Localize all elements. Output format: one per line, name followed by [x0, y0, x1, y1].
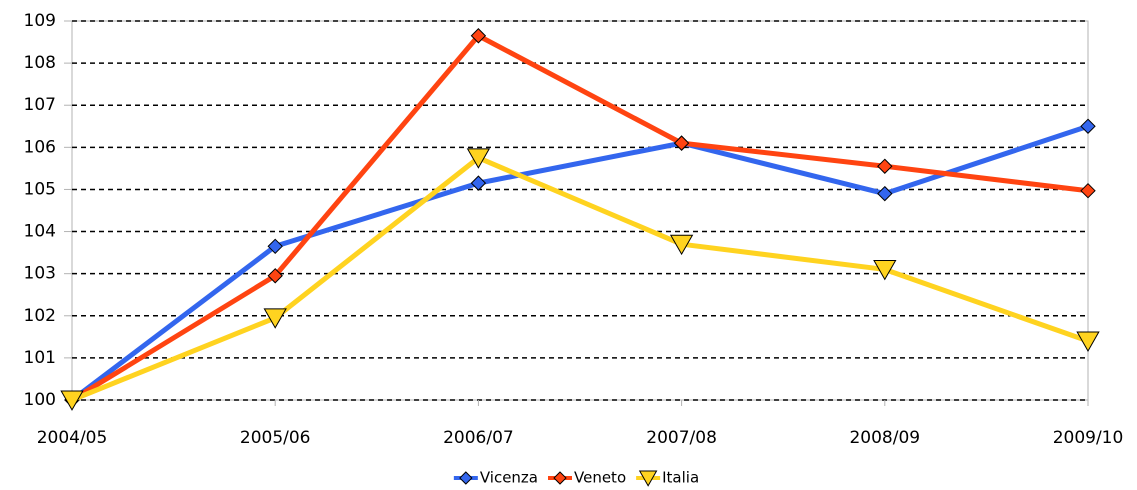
y-tick-label: 100	[24, 390, 56, 410]
point	[1076, 331, 1100, 352]
x-tick-label: 2008/09	[849, 428, 920, 448]
legend-marker	[459, 471, 473, 485]
point	[263, 308, 287, 329]
point	[267, 268, 283, 284]
x-tick-label: 2009/10	[1053, 428, 1124, 448]
point	[1080, 183, 1096, 199]
point	[466, 148, 491, 169]
line	[70, 33, 1089, 403]
point	[873, 259, 897, 281]
plot-area	[71, 20, 1089, 401]
point	[470, 28, 487, 44]
x-tick-label: 2006/07	[443, 428, 514, 448]
legend-label: Vicenza	[480, 469, 538, 487]
y-tick-label: 102	[24, 306, 56, 326]
x-tick-label: 2005/06	[240, 428, 311, 448]
line	[70, 123, 1089, 402]
y-tick-label: 106	[24, 137, 56, 157]
x-tick-label: 2007/08	[646, 428, 717, 448]
point	[669, 234, 694, 256]
point	[877, 185, 893, 202]
legend-marker	[638, 470, 658, 487]
point	[673, 135, 690, 151]
y-tick-label: 104	[24, 222, 56, 242]
y-tick-label: 105	[24, 179, 56, 199]
point	[877, 158, 893, 174]
legend-label: Italia	[662, 469, 699, 487]
y-tick-label: 101	[24, 348, 56, 368]
line	[71, 155, 1089, 403]
y-tick-label: 103	[24, 264, 56, 284]
point	[60, 390, 84, 411]
y-tick-label: 109	[24, 11, 56, 31]
point	[1080, 118, 1096, 134]
point	[267, 238, 283, 255]
legend: Vicenza Veneto Italia	[453, 469, 699, 487]
legend-marker	[553, 471, 567, 485]
y-tick-label: 107	[24, 95, 56, 115]
legend-label: Veneto	[574, 469, 626, 487]
x-tick-label: 2004/05	[37, 428, 108, 448]
point	[470, 175, 487, 191]
y-tick-label: 108	[24, 53, 56, 73]
